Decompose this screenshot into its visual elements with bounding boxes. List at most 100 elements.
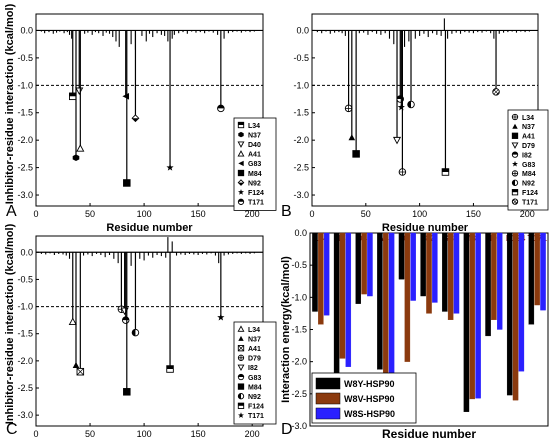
legend-marker-m84 <box>237 169 245 177</box>
bar-w8y-hsp90-g83 <box>442 232 448 312</box>
marker-m84 <box>123 179 131 187</box>
marker-n92 <box>131 114 140 123</box>
marker-d40 <box>75 87 84 96</box>
y-tick-label: -3.0 <box>291 421 307 431</box>
legend-marker-f124 <box>511 189 519 196</box>
legend-entry: W8V-HSP90 <box>344 394 395 404</box>
bar-w8s-hsp90-l34 <box>323 232 330 316</box>
marker-t171 <box>492 88 500 96</box>
panel-letter: A <box>6 203 17 220</box>
bar-w8s-hsp90-d79 <box>410 232 416 301</box>
marker-g83 <box>397 103 405 111</box>
marker-t171 <box>217 104 225 113</box>
bar-w8y-hsp90-n37 <box>333 232 340 382</box>
marker-a41 <box>76 144 85 152</box>
legend-marker-d79 <box>511 142 519 149</box>
marker-f124 <box>166 365 174 373</box>
panel-letter: C <box>6 421 18 438</box>
x-tick-label: 200 <box>245 209 260 219</box>
marker-n37 <box>348 134 356 141</box>
y-tick-label: -1.5 <box>293 108 309 118</box>
legend-marker-g83 <box>237 373 245 381</box>
bar-w8y-hsp90-d79 <box>398 232 405 280</box>
y-tick-label: -1.0 <box>293 80 309 90</box>
marker-n37 <box>72 154 80 162</box>
legend-entry: G83 <box>248 375 261 382</box>
legend-entry: W8S-HSP90 <box>344 409 395 419</box>
x-tick-label: 150 <box>466 209 481 219</box>
marker-f124 <box>166 163 174 171</box>
bar-w8s-hsp90-n37 <box>345 232 352 367</box>
legend-marker-t171 <box>511 198 519 205</box>
legend-marker-t171 <box>238 412 244 418</box>
y-tick-label: 0.0 <box>20 25 33 35</box>
bar-w8v-hsp90-d79 <box>404 232 411 362</box>
legend-marker-a41 <box>511 132 519 139</box>
bar-w8y-hsp90-f124 <box>506 232 513 396</box>
legend-entry: M84 <box>248 171 262 178</box>
y-tick-label: -2.0 <box>291 357 307 367</box>
legend-entry: I82 <box>522 152 532 159</box>
marker-m84 <box>398 168 407 176</box>
y-tick-label: -0.5 <box>17 53 33 63</box>
y-axis-label-bottom: Inhibitor-residue interaction (kcal/mol) <box>4 223 16 424</box>
bar-w8s-hsp90-g83 <box>453 232 460 314</box>
y-tick-label: -1.5 <box>17 329 33 339</box>
y-tick-label: -0.5 <box>17 274 33 284</box>
legend-marker-a41 <box>237 345 245 352</box>
y-tick-label: -2.5 <box>291 389 307 399</box>
y-tick-label: 0.0 <box>296 25 309 35</box>
bar-w8v-hsp90-f124 <box>512 232 519 401</box>
x-tick-label: 150 <box>191 209 206 219</box>
legend-marker-m84 <box>511 170 519 177</box>
bar-w8y-hsp90-m84 <box>463 232 470 412</box>
y-tick-label: -1.0 <box>17 80 33 90</box>
y-tick-label: -1.5 <box>291 325 307 335</box>
marker-n92 <box>407 100 415 109</box>
y-tick-label: -2.0 <box>17 135 33 145</box>
x-axis-label: Residue number <box>382 222 469 234</box>
x-axis-label: Residue number <box>382 427 476 440</box>
legend-marker-l34 <box>237 325 245 332</box>
bar-w8v-hsp90-n92 <box>491 232 497 320</box>
legend-marker-g83 <box>238 160 244 167</box>
panel-c: 0.0-0.5-1.0-1.5-2.0-2.5-3.0050100150200R… <box>6 235 277 439</box>
legend-entry: F124 <box>248 190 264 197</box>
legend-entry: M84 <box>522 171 536 178</box>
panel-letter: B <box>281 203 292 220</box>
legend-marker-d79 <box>237 354 245 361</box>
y-tick-label: -2.5 <box>17 383 33 393</box>
panel-b: 0.0 -0.5 -1.0 -1.5 -2.0 -2.5 -3.00 50 100 150 200 R… <box>281 13 549 234</box>
legend-marker-n92 <box>511 179 519 186</box>
x-tick-label: 0 <box>33 209 38 219</box>
legend-marker-n92 <box>237 393 245 400</box>
legend-marker-d40 <box>237 141 245 148</box>
bar-w8s-hsp90-n92 <box>497 232 503 330</box>
y-tick-label: -1.0 <box>17 302 33 312</box>
legend-entry: N37 <box>248 132 261 139</box>
y-tick-label: -3.0 <box>17 190 33 200</box>
y-tick-label: -2.0 <box>293 135 309 145</box>
y-tick-label: -2.0 <box>17 356 33 366</box>
legend-entry: D79 <box>522 143 535 150</box>
x-tick-label: 50 <box>361 209 371 219</box>
x-tick-label: 200 <box>245 429 260 439</box>
bar-w8s-hsp90-i82 <box>432 232 438 303</box>
legend-entry: D79 <box>248 356 261 363</box>
legend-marker-m84 <box>237 383 245 390</box>
bar-w8y-hsp90-t171 <box>528 232 535 325</box>
x-tick-label: 0 <box>33 429 38 439</box>
bar-w8y-hsp90-l34 <box>312 232 318 312</box>
legend-entry: N37 <box>248 336 261 343</box>
bar-w8v-hsp90-m84 <box>469 232 476 400</box>
bar-w8v-hsp90-i82 <box>426 232 432 314</box>
legend-marker-n37 <box>238 131 244 138</box>
legend-entry: A41 <box>522 134 535 141</box>
legend-entry: T171 <box>522 199 538 206</box>
x-tick-label: 150 <box>191 429 206 439</box>
marker-l34 <box>344 104 353 113</box>
legend-entry: I82 <box>248 365 258 372</box>
bar-w8s-hsp90-a41 <box>388 232 395 375</box>
marker-t171 <box>217 313 225 321</box>
bar-w8v-hsp90-n37 <box>339 232 346 359</box>
